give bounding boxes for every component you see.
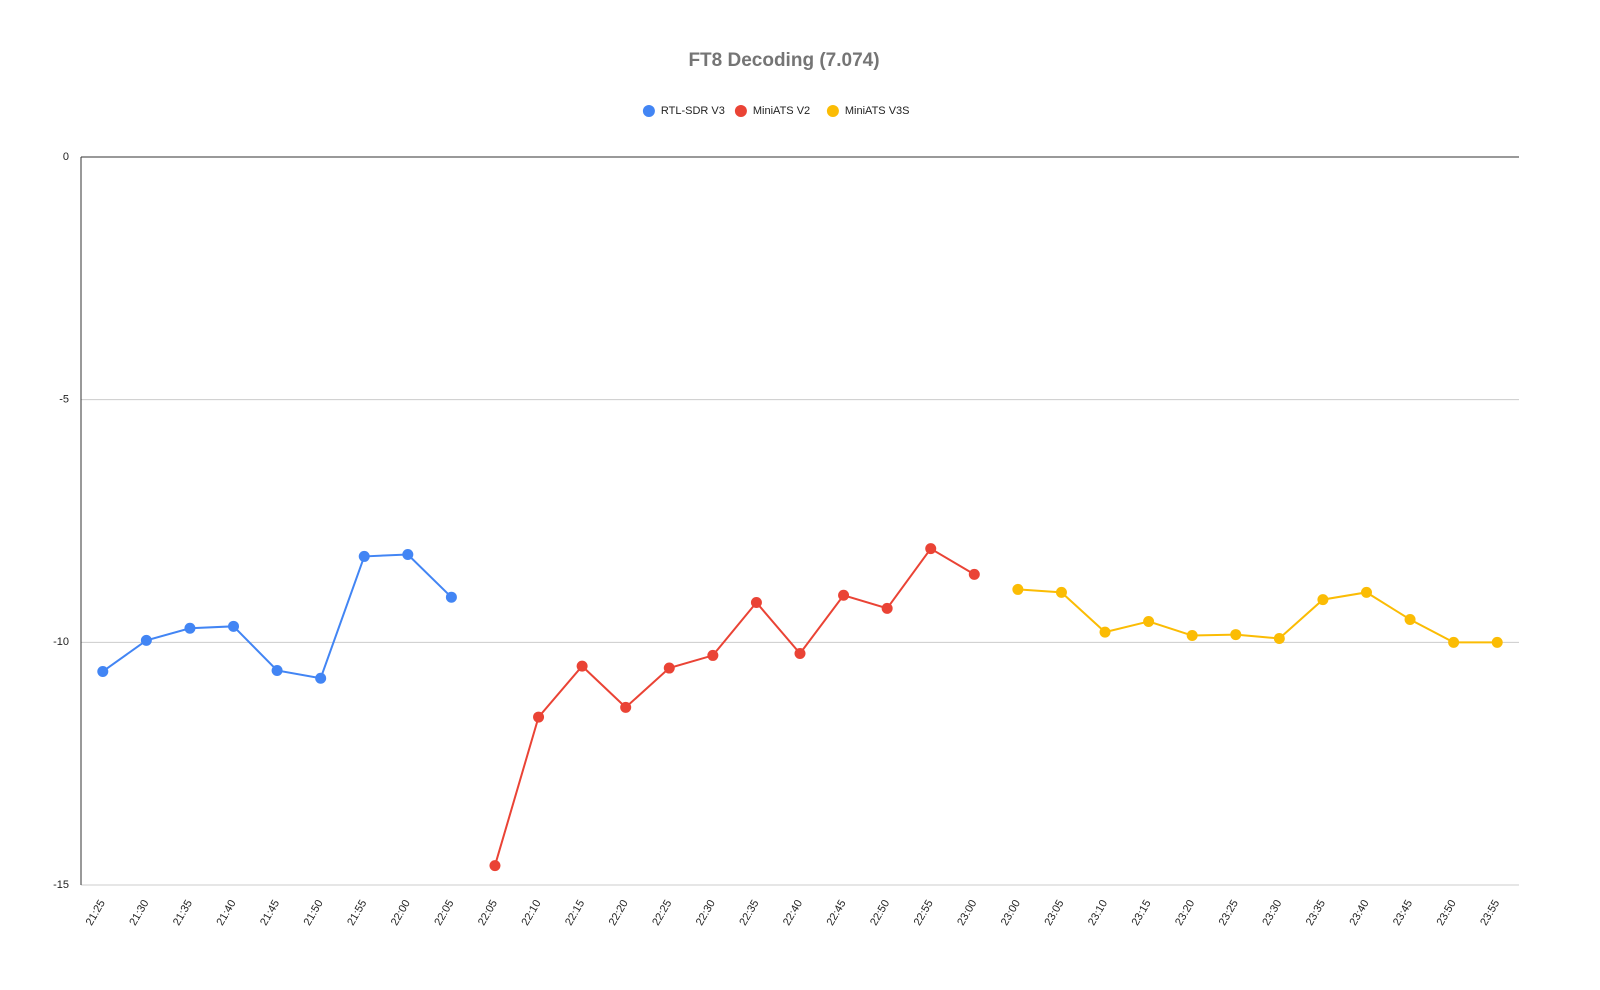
x-tick-label: 23:50 [1435, 898, 1459, 928]
y-tick-label: -10 [53, 636, 69, 648]
legend-label: RTL-SDR V3 [661, 105, 725, 117]
x-tick-label: 23:00 [955, 898, 979, 928]
x-tick-label: 22:25 [650, 898, 674, 928]
chart-title: FT8 Decoding (7.074) [688, 50, 879, 71]
data-point [1404, 614, 1416, 626]
data-point [1491, 636, 1503, 648]
data-point [750, 597, 762, 609]
x-tick-label: 22:45 [825, 898, 849, 928]
data-point [707, 649, 719, 661]
data-point [1273, 632, 1285, 644]
x-tick-label: 21:40 [214, 898, 238, 928]
y-tick-label: -5 [59, 394, 69, 406]
x-tick-label: 23:45 [1391, 898, 1415, 928]
x-tick-label: 22:10 [520, 898, 544, 928]
x-tick-label: 23:15 [1130, 898, 1154, 928]
data-point [576, 660, 588, 672]
data-point [1055, 586, 1067, 598]
legend-marker [642, 105, 655, 117]
x-tick-label: 21:45 [258, 898, 282, 928]
x-tick-label: 23:30 [1260, 898, 1284, 928]
series-line [1017, 588, 1498, 644]
x-tick-label: 21:25 [84, 898, 108, 928]
x-tick-label: 22:50 [868, 898, 892, 928]
data-point [1186, 630, 1198, 642]
x-tick-label: 22:20 [607, 898, 631, 928]
legend-marker [734, 105, 747, 117]
data-point [1099, 626, 1111, 638]
x-tick-label: 23:55 [1478, 898, 1502, 928]
legend-label: MiniATS V2 [753, 105, 810, 117]
x-tick-label: 21:50 [302, 898, 326, 928]
data-point [881, 602, 893, 614]
x-tick-label: 22:30 [694, 898, 718, 928]
data-point [315, 672, 327, 684]
x-tick-label: 22:40 [781, 898, 805, 928]
x-tick-label: 22:15 [563, 898, 587, 928]
x-tick-label: 22:55 [912, 898, 936, 928]
x-tick-label: 22:00 [389, 898, 413, 928]
x-tick-label: 23:35 [1304, 898, 1328, 928]
series-line [494, 547, 975, 866]
x-tick-label: 23:25 [1217, 898, 1241, 928]
data-point [663, 662, 675, 674]
x-tick-label: 22:05 [476, 898, 500, 928]
data-point [794, 647, 806, 659]
data-point [140, 634, 152, 646]
x-tick-label: 23:40 [1347, 898, 1371, 928]
x-tick-label: 23:00 [999, 898, 1023, 928]
data-point [968, 568, 980, 580]
data-point [620, 701, 632, 713]
data-point [838, 589, 850, 601]
y-tick-label: 0 [63, 151, 69, 163]
data-point [271, 664, 283, 676]
x-tick-label: 21:35 [171, 898, 195, 928]
data-point [97, 665, 109, 677]
data-point [925, 543, 937, 555]
data-point [1143, 615, 1155, 627]
x-tick-label: 23:05 [1042, 898, 1066, 928]
x-tick-label: 22:05 [432, 898, 456, 928]
data-point [184, 622, 196, 634]
data-point [1360, 586, 1372, 598]
data-point [402, 548, 414, 560]
data-point [533, 711, 545, 723]
series-line [102, 553, 453, 680]
data-point [445, 591, 457, 603]
data-point [1012, 583, 1024, 595]
data-point [228, 620, 240, 632]
data-point [1230, 629, 1242, 641]
x-tick-label: 22:35 [737, 898, 761, 928]
y-tick-label: -15 [53, 879, 69, 891]
legend-label: MiniATS V3S [845, 105, 910, 117]
data-point [489, 860, 501, 872]
x-tick-label: 21:30 [127, 898, 151, 928]
x-tick-label: 21:55 [345, 898, 369, 928]
x-tick-label: 23:10 [1086, 898, 1110, 928]
x-tick-label: 23:20 [1173, 898, 1197, 928]
data-point [1317, 594, 1329, 606]
data-point [358, 550, 370, 562]
data-point [1448, 636, 1460, 648]
legend-marker [826, 105, 839, 117]
